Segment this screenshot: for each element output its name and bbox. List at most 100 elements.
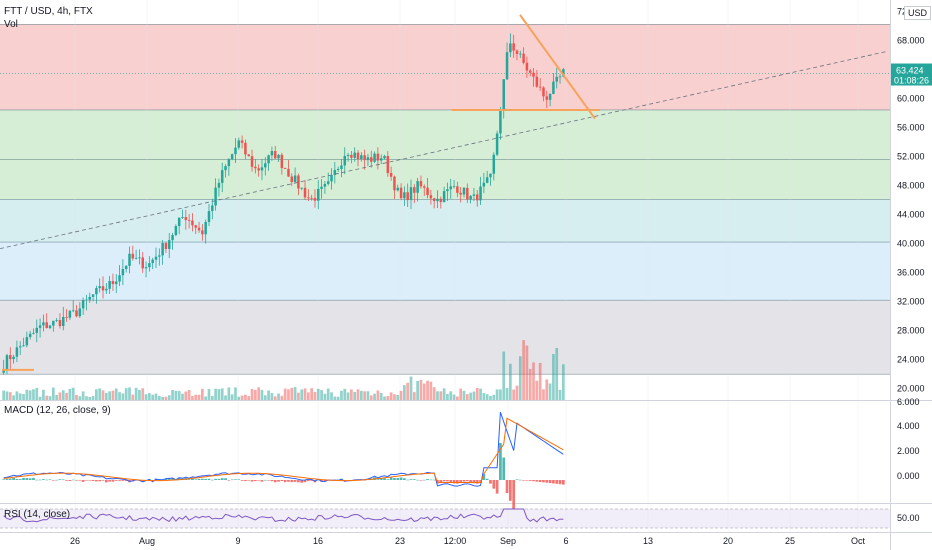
candle-body-43 (144, 267, 148, 269)
volume-bar-94 (313, 392, 317, 400)
price-tick-label: 20.000 (897, 384, 925, 394)
macd-hist-141 (469, 480, 472, 483)
price-tick-label: 68.000 (897, 35, 925, 45)
macd-hist-136 (452, 480, 456, 484)
candle-body-62 (207, 211, 211, 222)
volume-bar-148 (492, 394, 496, 400)
macd-hist-29 (98, 480, 102, 482)
volume-bar-53 (177, 391, 181, 400)
macd-hist-12 (42, 479, 45, 480)
macd-hist-162 (538, 480, 542, 482)
volume-bar-42 (141, 388, 145, 400)
macd-hist-57 (191, 478, 194, 480)
volume-bar-135 (449, 391, 453, 400)
macd-hist-22 (75, 480, 78, 481)
candle-body-42 (141, 257, 145, 269)
candle-body-156 (519, 53, 522, 55)
volume-bar-105 (350, 389, 353, 400)
macd-hist-165 (548, 480, 552, 484)
zone-4 (0, 242, 890, 301)
candle-body-97 (323, 183, 327, 187)
candle-body-111 (370, 157, 373, 162)
price-tick-label: 56.000 (897, 122, 925, 132)
volume-bar-89 (297, 392, 300, 400)
volume-bar-155 (515, 385, 519, 400)
candle-body-33 (111, 280, 115, 285)
time-tick-label: 26 (70, 536, 80, 546)
macd-hist-51 (171, 477, 174, 480)
candle-body-163 (542, 87, 545, 97)
candle-body-102 (340, 165, 343, 169)
macd-legend[interactable]: MACD (12, 26, close, 9) (4, 405, 111, 416)
macd-hist-63 (210, 479, 214, 481)
volume-bar-130 (432, 387, 436, 400)
macd-hist-135 (449, 480, 453, 483)
macd-hist-124 (412, 479, 416, 480)
volume-bar-125 (416, 380, 419, 400)
candle-body-122 (406, 192, 409, 201)
macd-hist-139 (462, 480, 466, 482)
macd-hist-61 (204, 478, 208, 480)
price-tag-bg (891, 63, 932, 86)
symbol-legend[interactable]: FTT / USD, 4h, FTX (4, 6, 93, 17)
candle-body-100 (333, 169, 337, 175)
volume-bar-147 (489, 395, 492, 400)
candle-body-84 (280, 154, 284, 169)
currency-label[interactable]: USD (904, 6, 932, 20)
macd-hist-70 (234, 479, 237, 480)
candle-body-80 (267, 155, 270, 164)
volume-bar-83 (277, 393, 280, 400)
candle-body-13 (45, 322, 48, 329)
rsi-legend[interactable]: RSI (14, close) (4, 509, 71, 520)
macd-hist-75 (250, 480, 254, 482)
volume-bar-0 (2, 390, 6, 400)
volume-bar-35 (118, 392, 121, 400)
volume-legend[interactable]: Vol (4, 19, 18, 30)
candle-body-17 (58, 319, 62, 327)
volume-bar-77 (257, 387, 261, 400)
candle-body-67 (224, 166, 227, 171)
candle-body-153 (509, 43, 512, 53)
candle-body-86 (287, 168, 290, 177)
candle-body-51 (171, 235, 174, 241)
candle-body-45 (151, 259, 154, 264)
volume-bar-15 (51, 387, 55, 400)
time-tick-label: 12:00 (444, 536, 467, 546)
macd-hist-116 (386, 479, 390, 480)
candle-body-23 (78, 308, 82, 317)
candle-body-7 (25, 337, 29, 346)
volume-bar-165 (548, 383, 552, 400)
macd-hist-11 (38, 479, 42, 481)
candle-body-0 (2, 369, 5, 373)
volume-bar-52 (174, 390, 178, 400)
macd-hist-76 (253, 480, 257, 482)
macd-hist-30 (101, 480, 105, 481)
volume-bar-104 (346, 392, 350, 400)
time-axis[interactable]: 26 Aug 9 16 23 12:00 Sep 6 13 20 25 Oct (70, 536, 866, 546)
macd-hist-164 (545, 480, 549, 483)
candle-body-105 (350, 154, 353, 158)
candle-body-69 (230, 154, 234, 160)
volume-bar-82 (273, 396, 277, 400)
macd-panel (2, 412, 565, 509)
volume-bar-2 (8, 392, 12, 400)
candle-body-161 (535, 76, 539, 87)
macd-hist-62 (207, 478, 211, 480)
volume-bar-31 (104, 392, 108, 400)
time-tick-label: Aug (139, 536, 155, 546)
volume-bar-152 (505, 388, 509, 400)
candle-body-30 (101, 286, 105, 291)
candle-body-68 (227, 159, 231, 167)
candle-body-63 (211, 205, 214, 212)
volume-bar-124 (412, 392, 416, 400)
candle-body-16 (55, 319, 58, 321)
volume-bar-96 (320, 390, 323, 400)
macd-hist-78 (260, 480, 264, 482)
candle-body-154 (512, 43, 515, 51)
macd-hist-159 (528, 480, 532, 481)
macd-hist-114 (379, 478, 383, 480)
price-tag-countdown: 01:08:26 (894, 76, 929, 86)
macd-hist-18 (61, 479, 65, 481)
macd-tick-label: 2.000 (897, 446, 920, 456)
